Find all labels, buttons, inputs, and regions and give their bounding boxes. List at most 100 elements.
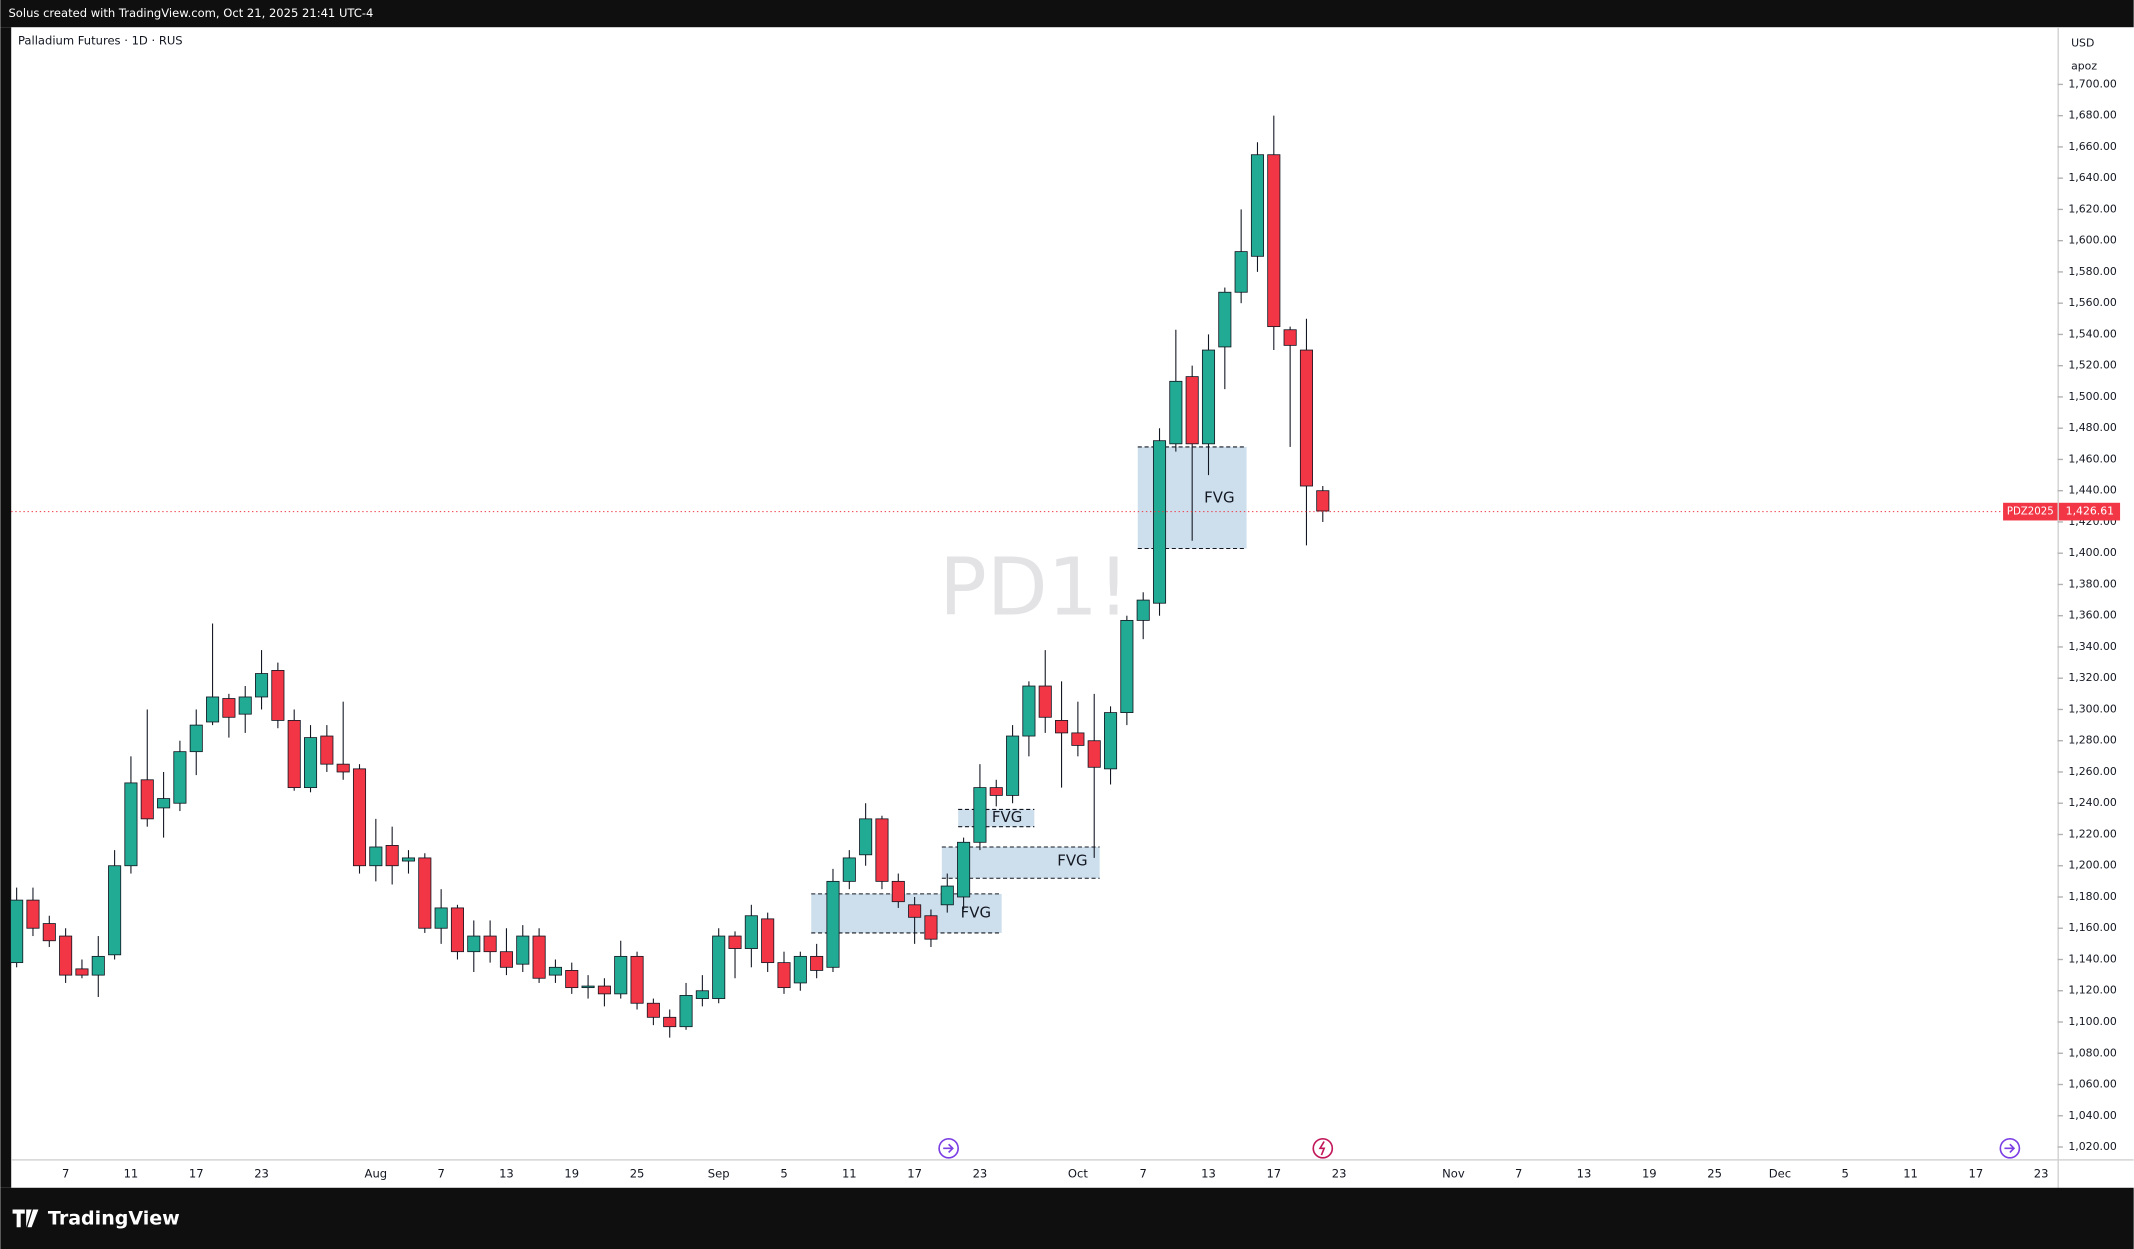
- y-tick-label: 1,100.00: [2068, 1015, 2117, 1028]
- candle-body: [434, 907, 448, 929]
- x-tick-label: 11: [842, 1167, 857, 1181]
- candle-body: [1087, 740, 1101, 768]
- fvg-label: FVG: [1204, 488, 1234, 506]
- candle-body: [1267, 154, 1281, 328]
- candle-body: [108, 865, 122, 956]
- y-tick-label: 1,300.00: [2068, 702, 2117, 715]
- y-tick-label: 1,560.00: [2068, 296, 2117, 309]
- symbol-tag: [2003, 502, 2058, 521]
- top-bar: [0, 0, 2134, 28]
- x-tick-label: Sep: [708, 1167, 730, 1181]
- axis-note: apoz: [2071, 60, 2097, 73]
- candle-body: [973, 787, 987, 843]
- icon[interactable]: [1312, 1137, 1334, 1159]
- bottom-bar: [0, 1187, 2134, 1249]
- y-tick-label: 1,340.00: [2068, 640, 2117, 653]
- x-tick-label: 7: [1515, 1167, 1522, 1181]
- fvg-zone: [811, 893, 1002, 933]
- candle-body: [1055, 719, 1069, 734]
- candle-body: [924, 915, 938, 940]
- left-border: [0, 27, 12, 1188]
- y-tick-label: 1,040.00: [2068, 1109, 2117, 1122]
- candle-body: [777, 962, 791, 989]
- x-tick-label: Oct: [1068, 1167, 1088, 1181]
- icon[interactable]: [1999, 1137, 2021, 1159]
- candle-body: [744, 915, 758, 949]
- candle-body: [287, 719, 301, 789]
- x-tick-label: Aug: [365, 1167, 388, 1181]
- candle-body: [516, 935, 530, 965]
- candle-body: [548, 966, 562, 976]
- candle-body: [1038, 685, 1052, 718]
- y-tick-label: 1,200.00: [2068, 859, 2117, 872]
- candle-body: [157, 798, 171, 809]
- y-tick-label: 1,320.00: [2068, 671, 2117, 684]
- candle-body: [1250, 154, 1265, 257]
- price-tag: [2058, 502, 2121, 521]
- candle-body: [1120, 619, 1134, 714]
- candle-body: [1185, 376, 1199, 445]
- fvg-label: FVG: [961, 903, 991, 921]
- y-tick-label: 1,360.00: [2068, 609, 2117, 622]
- x-tick-label: 19: [1642, 1167, 1657, 1181]
- x-tick-label: 23: [973, 1167, 988, 1181]
- candle-body: [614, 955, 628, 995]
- y-tick-label: 1,700.00: [2068, 77, 2117, 90]
- candle-body: [1299, 349, 1313, 487]
- candle-body: [206, 696, 220, 723]
- candle-body: [1022, 685, 1036, 737]
- price-tag-label: 1,426.61: [2066, 505, 2114, 518]
- candle-body: [483, 935, 497, 953]
- candle-body: [10, 899, 24, 964]
- candle-body: [385, 845, 399, 867]
- candle-body: [336, 763, 350, 773]
- candle-body: [793, 955, 807, 984]
- y-tick-label: 1,280.00: [2068, 734, 2117, 747]
- icon[interactable]: [938, 1137, 959, 1159]
- candle-body: [1071, 732, 1085, 746]
- candle-body: [1283, 329, 1297, 346]
- y-tick-label: 1,580.00: [2068, 265, 2117, 278]
- icon-arrow: [943, 1143, 954, 1153]
- fvg-label: FVG: [992, 808, 1022, 826]
- x-tick-label: 5: [1842, 1167, 1849, 1181]
- y-tick-label: 1,640.00: [2068, 171, 2117, 184]
- candle-body: [1316, 490, 1330, 512]
- x-tick-label: 17: [1969, 1167, 1984, 1181]
- x-tick-label: 11: [1903, 1167, 1918, 1181]
- y-tick-label: 1,520.00: [2068, 359, 2117, 372]
- candle-body: [1104, 712, 1118, 770]
- brand: TradingView: [48, 1208, 180, 1230]
- x-tick-label: 23: [2034, 1167, 2049, 1181]
- candle-body: [238, 696, 252, 715]
- x-tick-label: 13: [499, 1167, 514, 1181]
- candle-body: [26, 899, 40, 929]
- x-tick-label: 17: [907, 1167, 922, 1181]
- y-tick-label: 1,460.00: [2068, 452, 2117, 465]
- candle-body: [499, 951, 513, 968]
- candle-body: [1006, 735, 1020, 796]
- x-tick-label: 11: [124, 1167, 139, 1181]
- candle-body: [173, 751, 187, 804]
- y-tick-label: 1,480.00: [2068, 421, 2117, 434]
- candle-body: [59, 935, 73, 976]
- candle-body: [957, 841, 971, 898]
- candle-body: [989, 787, 1003, 796]
- x-tick-label: 17: [1266, 1167, 1281, 1181]
- candle-body: [140, 779, 154, 820]
- x-tick-label: 13: [1577, 1167, 1592, 1181]
- y-tick-label: 1,080.00: [2068, 1046, 2117, 1059]
- y-tick-label: 1,500.00: [2068, 390, 2117, 403]
- y-tick-label: 1,400.00: [2068, 546, 2117, 559]
- candle-body: [352, 768, 367, 867]
- candle-body: [1201, 349, 1216, 445]
- candle-body: [630, 955, 644, 1004]
- x-tick-label: 13: [1201, 1167, 1216, 1181]
- x-tick-label: 25: [630, 1167, 645, 1181]
- candle-body: [565, 970, 579, 989]
- candle-body: [91, 955, 105, 976]
- y-tick-label: 1,380.00: [2068, 577, 2117, 590]
- x-axis-border: [11, 1159, 2134, 1161]
- candle-body: [124, 782, 138, 867]
